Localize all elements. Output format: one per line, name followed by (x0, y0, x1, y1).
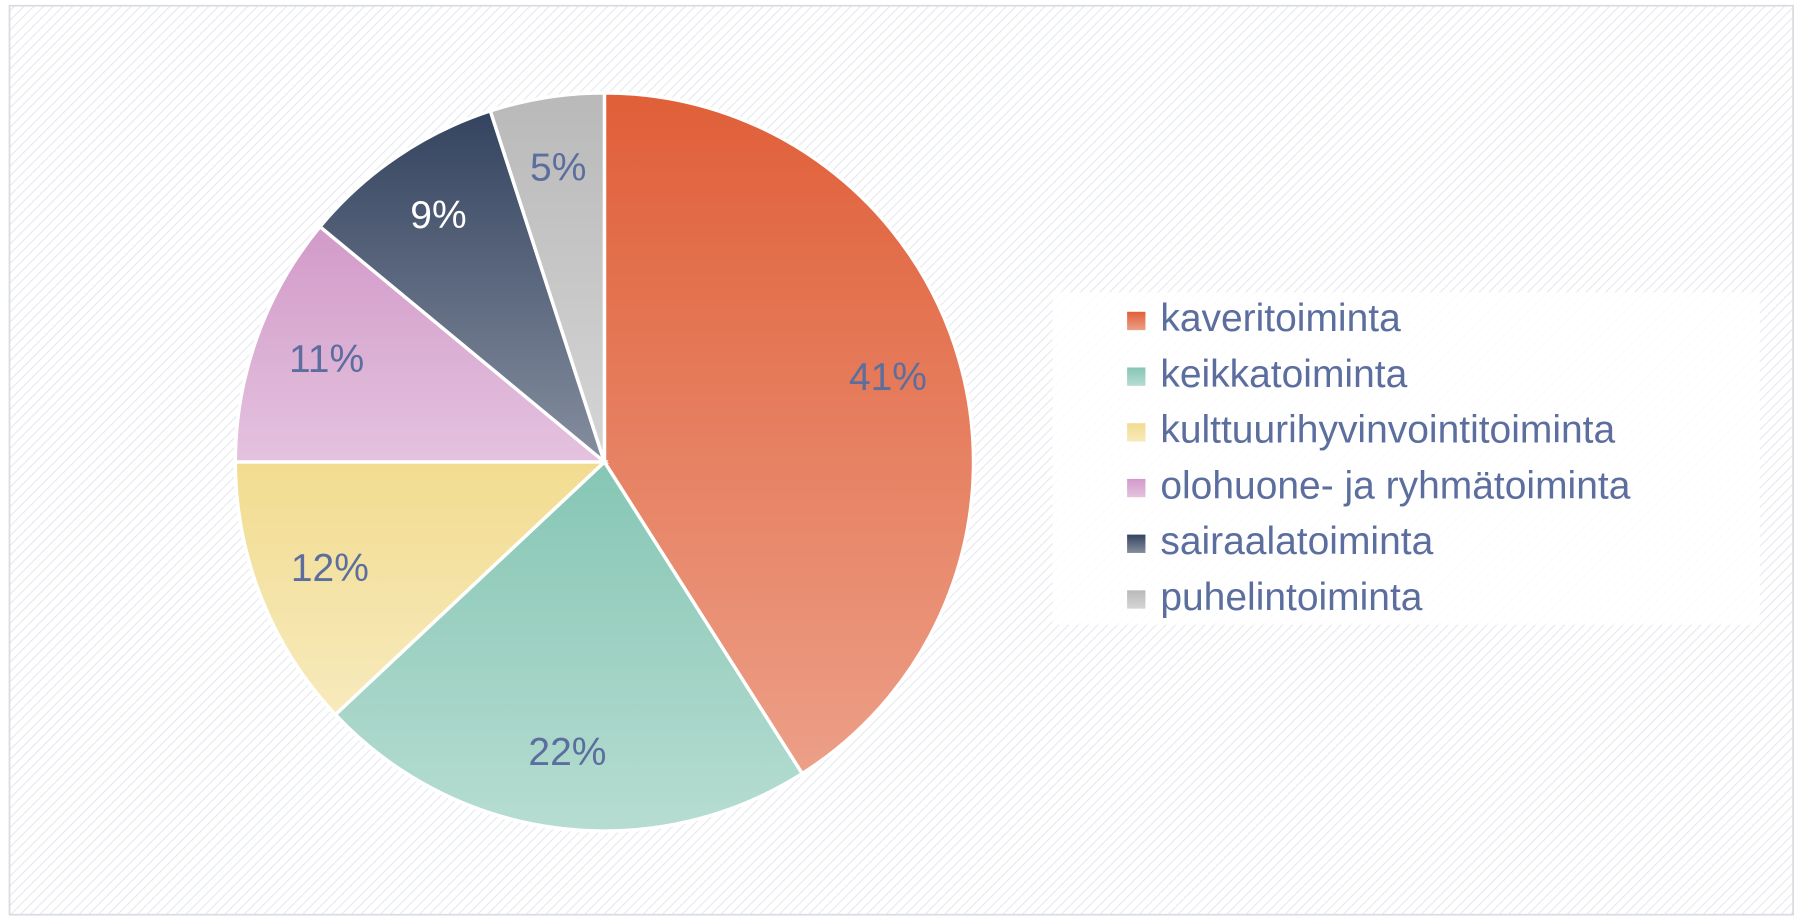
pie-slice (317, 108, 608, 468)
data-label: 5% (530, 147, 586, 190)
legend-label: keikkatoiminta (1160, 353, 1407, 396)
legend-swatch (1127, 534, 1146, 553)
legend-swatch (1127, 311, 1146, 331)
legend-swatch (1127, 423, 1146, 442)
legend-label: olohuone- ja ryhmätoiminta (1160, 464, 1630, 507)
legend-box (1052, 292, 1760, 625)
data-label: 9% (410, 194, 466, 237)
legend-label: kulttuurihyvinvointitoiminta (1160, 409, 1615, 452)
data-label: 22% (528, 731, 606, 774)
legend-swatch (1127, 478, 1146, 498)
pie-slice (488, 91, 607, 463)
legend-label: kaveritoiminta (1160, 297, 1401, 340)
pie-slice (602, 91, 976, 776)
legend-label: puhelintoiminta (1160, 576, 1422, 619)
data-label: 41% (849, 356, 927, 399)
data-label: 12% (291, 547, 369, 590)
pie-slice (332, 459, 805, 833)
legend-label: sairaalatoiminta (1160, 520, 1433, 563)
pie-slice (233, 460, 609, 718)
pie-slice (233, 224, 610, 464)
legend-swatch (1127, 590, 1146, 609)
legend-swatch (1127, 367, 1146, 386)
data-label: 11% (289, 338, 364, 381)
